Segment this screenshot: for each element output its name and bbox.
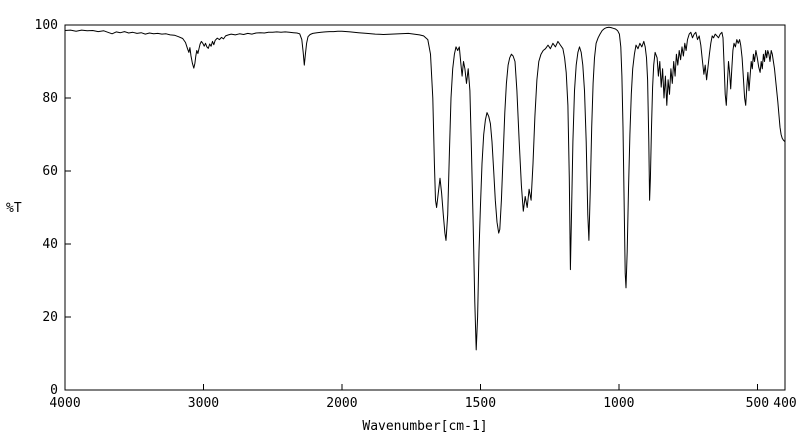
plot-frame (64, 24, 786, 391)
y-tick-label: 100 (35, 18, 58, 33)
spectrum-line (64, 26, 786, 351)
x-axis-title: Wavenumber[cm-1] (362, 419, 488, 434)
x-tick-label: 3000 (188, 396, 219, 411)
y-tick-label: 40 (42, 237, 58, 252)
y-tick-label: 60 (42, 164, 58, 179)
y-tick-label: 20 (42, 310, 58, 325)
x-tick-label: 2000 (326, 396, 357, 411)
x-tick-label: 400 (773, 396, 796, 411)
x-tick-label: 500 (746, 396, 769, 411)
x-tick-label: 1000 (603, 396, 634, 411)
x-tick-label: 4000 (49, 396, 80, 411)
y-tick-label: 80 (42, 91, 58, 106)
x-tick-label: 1500 (465, 396, 496, 411)
y-tick-label: 0 (50, 383, 58, 398)
y-axis-title: %T (6, 201, 22, 216)
